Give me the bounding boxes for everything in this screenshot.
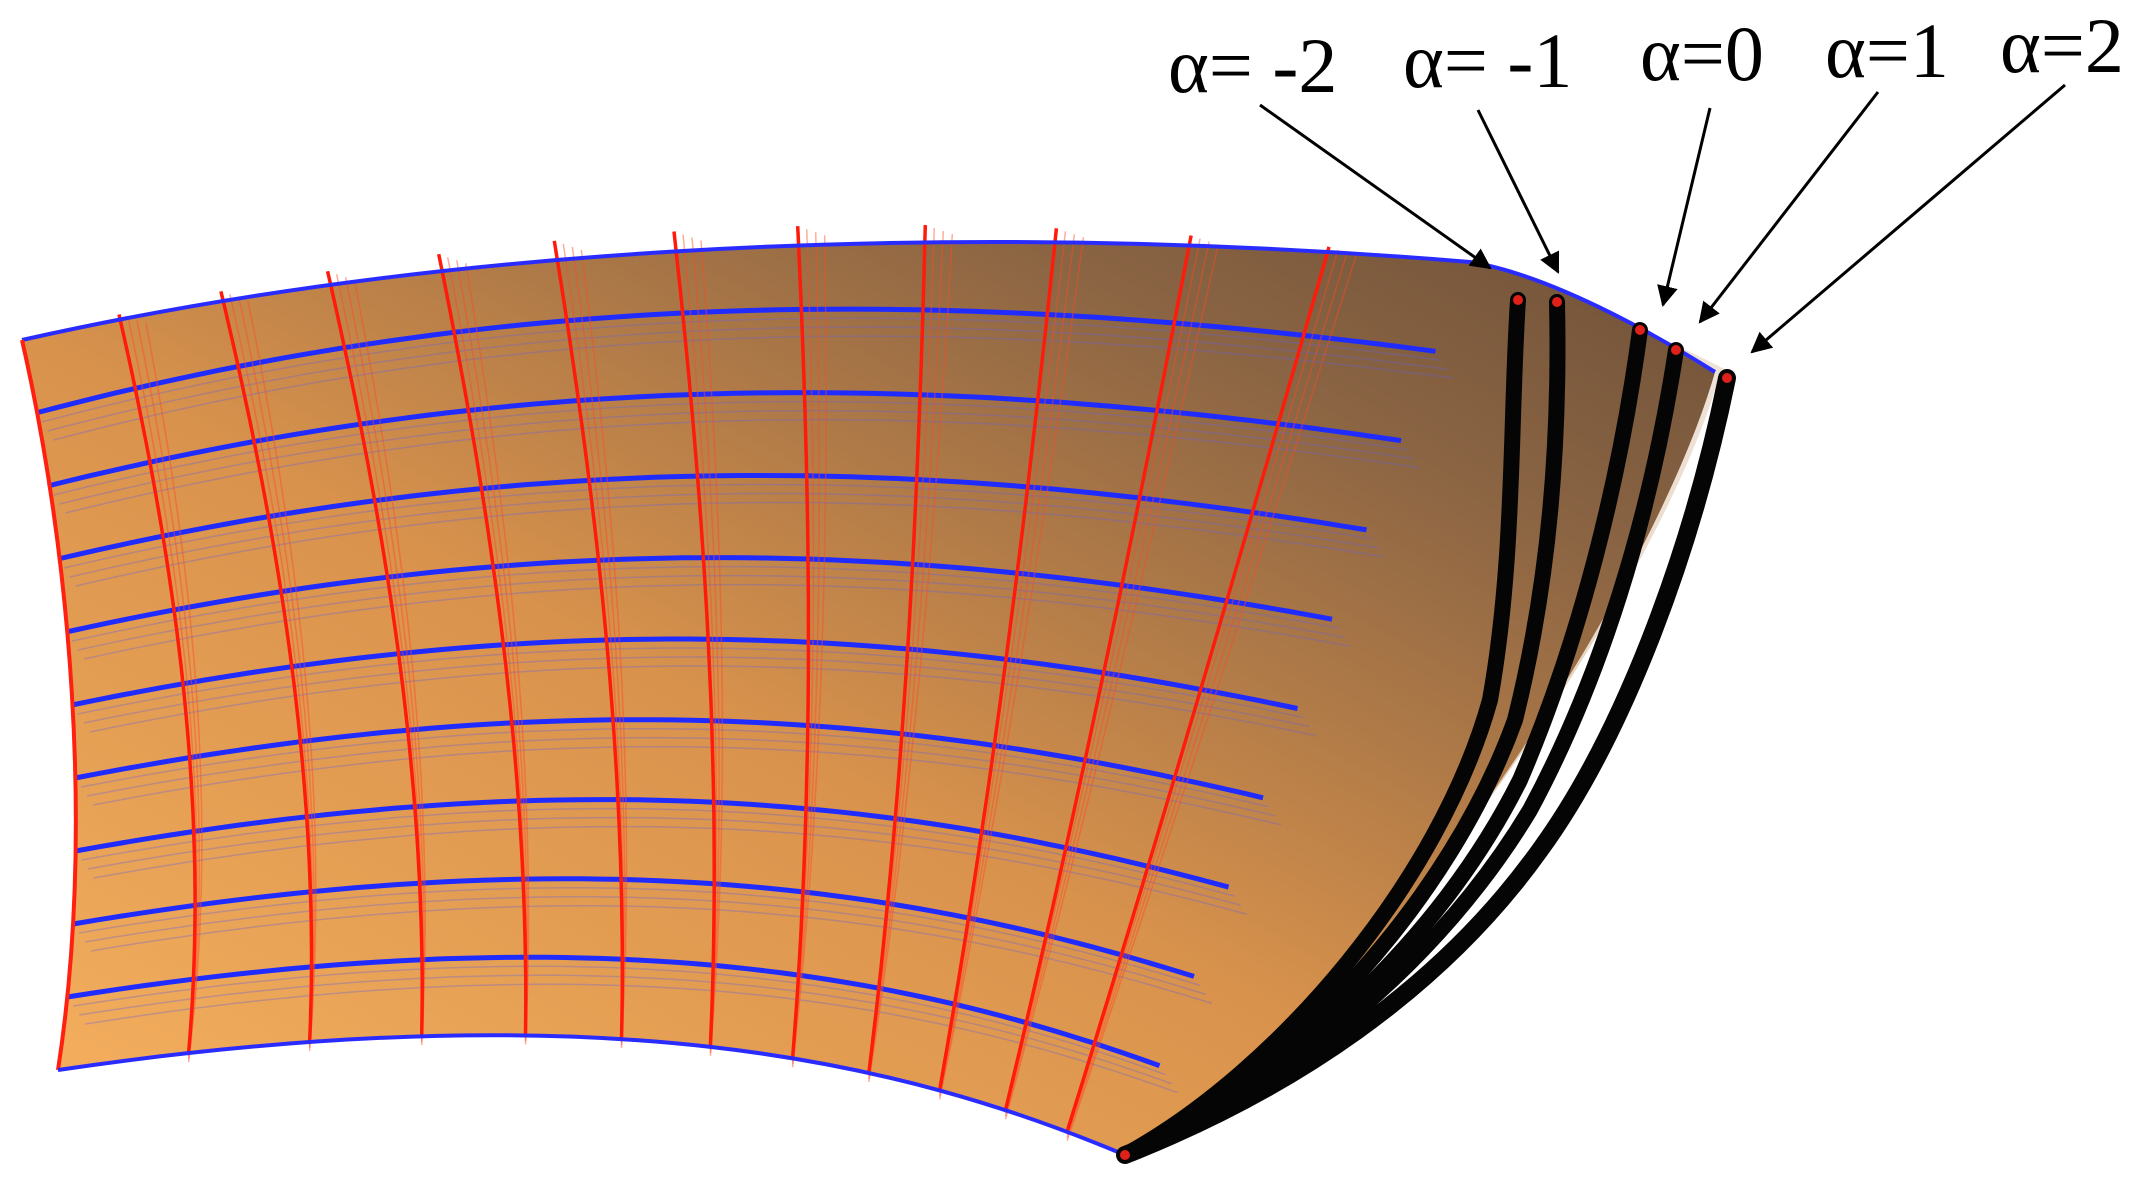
surface-u-line-shadow <box>136 320 201 1060</box>
curve-alpha-minus-1 <box>1117 294 1566 1163</box>
arrow-alpha-2 <box>1750 83 2066 354</box>
surface-v-line-shadow <box>59 409 1414 505</box>
arrow-alpha-1 <box>1698 91 1880 324</box>
surface-v-line-shadow <box>87 816 1241 906</box>
curve-end-marker <box>1513 295 1523 305</box>
surface-v-line-shadow <box>83 656 1310 728</box>
surface-u-lines <box>117 225 1357 1142</box>
surface-boundary-left <box>20 339 78 1071</box>
surface-u-line-shadow <box>464 263 530 1045</box>
surface-u-line <box>790 226 811 1059</box>
surface-v-line-shadow <box>71 565 1339 642</box>
surface-v-line-shadow <box>80 727 1270 808</box>
label-alpha-minus-2: α= -2 <box>1168 22 1337 109</box>
surface-v-line-shadow <box>86 736 1276 817</box>
curve-end-marker <box>1722 373 1732 383</box>
surface-u-line-shadow <box>247 300 317 1051</box>
surface <box>20 225 1730 1157</box>
surface-v-line-shadow <box>89 665 1316 737</box>
curve-alpha-2 <box>1116 369 1736 1164</box>
surface-u-line-shadow <box>700 240 724 1056</box>
surface-v-line-shadow <box>77 647 1304 719</box>
surface-u-line <box>867 225 928 1074</box>
surface-v-line-shadow <box>77 574 1345 651</box>
surface-u-line-shadow <box>938 231 1067 1094</box>
surface-u-line <box>219 290 314 1042</box>
surface-u-line-shadow <box>1066 249 1339 1136</box>
surface-u-line-shadow <box>1004 244 1219 1120</box>
surface-u-line <box>436 253 528 1036</box>
surface-u-line-shadow <box>1066 252 1348 1139</box>
surface-u-line <box>117 314 197 1054</box>
surface-u-line-shadow <box>1066 255 1357 1142</box>
label-alpha-0: α=0 <box>1640 10 1764 97</box>
surface-v-line-shadow <box>63 483 1373 569</box>
arrow-alpha-0 <box>1657 107 1712 308</box>
surface-v-line-shadow <box>53 335 1454 441</box>
surface-v-line-shadow <box>75 501 1385 587</box>
surface-v-line-shadow <box>90 905 1213 1005</box>
surface-v-line-shadow <box>69 492 1379 578</box>
alpha-labels: α= -2 α= -1 α=0 α=1 α=2 <box>1168 2 2124 109</box>
surface-v-line-shadow <box>73 965 1166 1076</box>
surface-v-line-shadow <box>53 400 1408 496</box>
surface-u-line-shadow <box>938 234 1076 1097</box>
alpha-curves <box>1116 292 1736 1164</box>
curve-end-marker <box>1671 345 1681 355</box>
surface-v-line-shadow <box>78 887 1201 987</box>
surface-u-line-shadow <box>791 232 821 1065</box>
surface-patch <box>22 242 1715 1155</box>
surface-u-line-shadow <box>455 260 529 1042</box>
curve-alpha-minus-2 <box>1117 292 1526 1163</box>
surface-u-line-shadow <box>791 235 827 1068</box>
surface-u-line <box>672 231 716 1047</box>
surface-boundary-bottom <box>57 1033 1126 1157</box>
surface-v-line-shadow <box>92 745 1282 826</box>
label-alpha-2: α=2 <box>2000 2 2124 89</box>
label-alpha-minus-1: α= -1 <box>1403 17 1572 104</box>
surface-u-line-shadow <box>1004 238 1201 1114</box>
surface-u-line <box>325 270 424 1037</box>
arrow-alpha-minus-1 <box>1476 109 1560 274</box>
surface-boundary-top <box>21 240 1717 374</box>
surface-u-line-shadow <box>353 280 426 1046</box>
surface-v-line-shadow <box>79 974 1172 1085</box>
surface-v-line-shadow <box>85 983 1178 1094</box>
surface-v-line-shadow <box>83 583 1351 660</box>
surface-u-line-shadow <box>868 231 945 1080</box>
surface-u-line-shadow <box>145 323 203 1063</box>
surface-u-line <box>937 228 1059 1091</box>
curve-end-marker <box>1635 325 1645 335</box>
surface-u-line <box>552 240 625 1040</box>
surface-u-line-shadow <box>238 297 315 1048</box>
surface-v-line-shadow <box>93 825 1247 915</box>
curve-end-marker <box>1552 297 1562 307</box>
surface-u-line-shadow <box>868 234 954 1083</box>
label-alpha-1: α=1 <box>1825 7 1949 94</box>
curve-start-marker <box>1120 1150 1130 1160</box>
surface-v-line-shadow <box>47 326 1448 432</box>
curve-end-markers <box>1120 295 1732 1160</box>
surface-u-line-shadow <box>580 249 628 1049</box>
surface-u-line-shadow <box>868 228 936 1077</box>
surface-v-line-shadow <box>41 317 1442 423</box>
label-arrows <box>1259 83 2066 354</box>
arrow-alpha-minus-2 <box>1259 103 1492 270</box>
surface-u-line-shadow <box>571 246 626 1046</box>
surface-v-line-shadow <box>84 896 1207 996</box>
surface-u-line-shadow <box>1004 241 1210 1117</box>
surface-u-line <box>1003 235 1193 1111</box>
surface-u-line <box>1065 246 1331 1133</box>
surface-u-line-shadow <box>938 237 1085 1100</box>
surface-u-line-shadow <box>691 237 720 1053</box>
surface-v-line-shadow <box>81 807 1235 897</box>
surface-u-line-shadow <box>344 277 425 1043</box>
surface-v-line-shadow <box>65 418 1420 514</box>
